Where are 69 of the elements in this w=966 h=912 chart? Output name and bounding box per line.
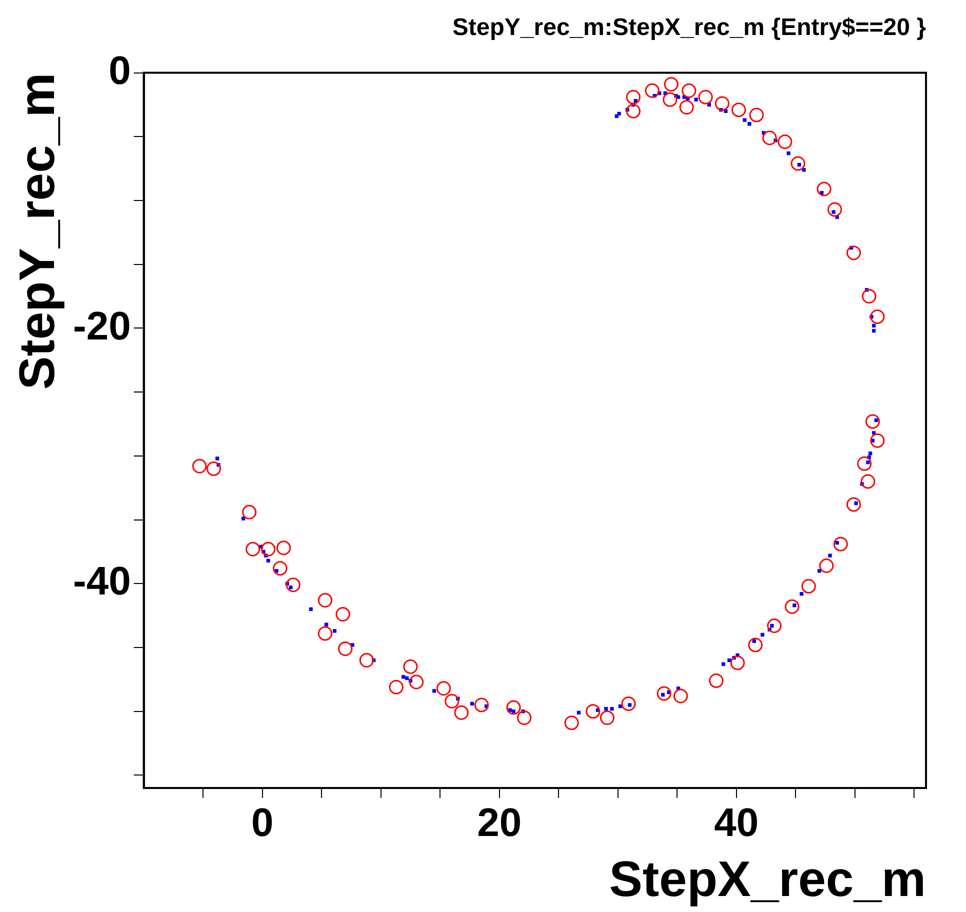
point — [748, 638, 763, 652]
point — [564, 716, 579, 730]
chart-title: StepY_rec_m:StepX_rec_m {Entry$==20 } — [452, 14, 926, 42]
point — [870, 433, 885, 448]
point — [801, 578, 816, 594]
x-axis-title: StepX_rec_m — [609, 850, 926, 907]
point — [827, 202, 842, 217]
point — [506, 700, 521, 715]
point — [679, 100, 694, 115]
point — [833, 536, 848, 552]
point — [586, 704, 600, 719]
point — [708, 673, 724, 688]
y-axis-title: StepY_rec_m — [8, 72, 65, 390]
point — [626, 104, 641, 118]
point — [626, 90, 641, 104]
y-tick-label: 0 — [108, 48, 131, 93]
point — [732, 102, 746, 118]
point — [819, 558, 834, 574]
point — [516, 710, 532, 726]
x-tick-label: 40 — [714, 801, 759, 846]
point — [359, 653, 374, 668]
point — [846, 497, 861, 512]
point — [714, 96, 730, 111]
point — [286, 578, 300, 592]
point — [778, 134, 792, 150]
point — [206, 461, 221, 476]
x-tick-label: 0 — [251, 801, 274, 846]
point — [403, 659, 418, 674]
point — [318, 626, 332, 641]
point — [682, 83, 696, 98]
point — [272, 561, 288, 576]
point — [662, 92, 678, 107]
point — [318, 593, 332, 608]
point — [192, 458, 207, 474]
point — [870, 309, 885, 324]
point — [454, 705, 469, 720]
point — [600, 710, 614, 726]
point — [242, 504, 257, 520]
point — [730, 656, 745, 670]
point — [846, 246, 861, 260]
point — [762, 130, 777, 146]
point — [816, 182, 832, 196]
point — [474, 698, 489, 712]
y-tick-label: -20 — [73, 304, 131, 348]
point — [336, 607, 350, 622]
point — [276, 540, 291, 556]
point — [261, 542, 276, 556]
point — [790, 156, 806, 171]
point — [444, 694, 460, 708]
point — [698, 90, 713, 104]
point — [865, 414, 880, 429]
point — [673, 688, 688, 704]
point — [338, 642, 353, 656]
point — [664, 77, 678, 92]
point — [246, 542, 260, 556]
point — [857, 456, 872, 471]
point — [862, 289, 876, 304]
point — [644, 83, 660, 98]
point — [436, 681, 451, 696]
point — [621, 696, 636, 711]
point — [767, 618, 782, 634]
point — [388, 680, 404, 694]
point — [784, 599, 800, 614]
x-tick-label: 20 — [477, 801, 522, 846]
y-tick-label: -40 — [73, 560, 131, 604]
point — [409, 674, 424, 690]
point — [860, 474, 876, 489]
point — [656, 686, 672, 701]
point — [749, 108, 764, 122]
